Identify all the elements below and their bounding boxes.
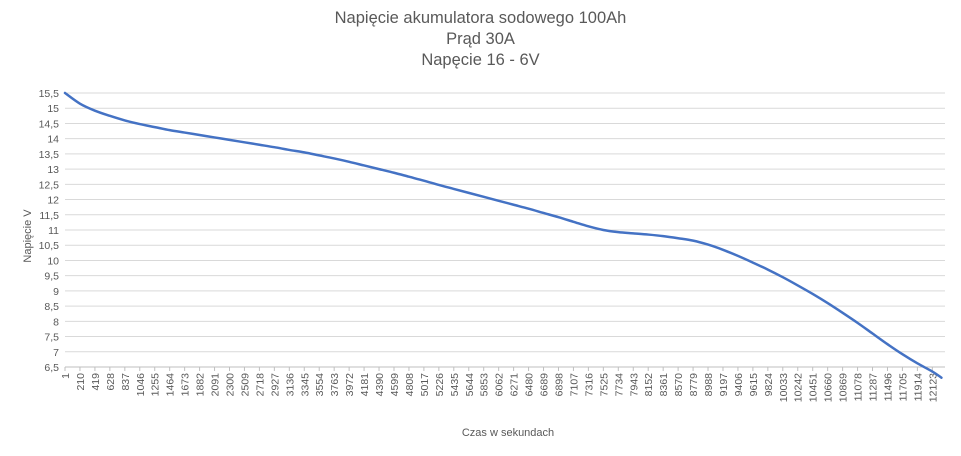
x-tick-label: 3136: [284, 373, 296, 397]
y-tick-label: 14,5: [39, 118, 60, 130]
x-tick-label: 6480: [524, 373, 536, 397]
chart-title-block: Napięcie akumulatora sodowego 100Ah Prąd…: [0, 8, 961, 71]
x-tick-label: 3345: [299, 373, 311, 397]
x-tick-label: 4181: [359, 373, 371, 397]
x-tick-label: 1464: [165, 373, 177, 397]
y-tick-label: 9,5: [44, 271, 59, 283]
x-tick-label: 210: [75, 373, 87, 391]
x-tick-label: 3972: [344, 373, 356, 397]
x-tick-label: 4599: [389, 373, 401, 397]
y-tick-label: 12: [47, 195, 59, 207]
x-tick-label: 11078: [853, 373, 865, 402]
y-tick-label: 13,5: [39, 149, 60, 161]
x-tick-label: 6689: [539, 373, 551, 397]
x-tick-label: 9197: [718, 373, 730, 397]
x-tick-label: 8988: [703, 373, 715, 397]
x-axis-title: Czas w sekundach: [462, 427, 554, 439]
x-tick-label: 7107: [568, 373, 580, 397]
y-tick-label: 6,5: [44, 362, 59, 374]
x-tick-label: 9615: [748, 373, 760, 397]
x-tick-label: 6898: [553, 373, 565, 397]
x-tick-label: 6062: [494, 373, 506, 397]
x-tick-label: 7943: [628, 373, 640, 397]
x-tick-label: 837: [120, 373, 132, 391]
y-tick-label: 15: [47, 103, 59, 115]
x-tick-label: 9406: [733, 373, 745, 397]
x-tick-label: 10451: [808, 373, 820, 402]
series-line: [63, 91, 943, 379]
x-tick-label: 7525: [598, 373, 610, 397]
x-tick-label: 5644: [464, 373, 476, 397]
x-tick-label: 5017: [419, 373, 431, 397]
x-tick-label: 4808: [404, 373, 416, 397]
x-tick-label: 10869: [838, 373, 850, 402]
x-tick-label: 5853: [479, 373, 491, 397]
x-tick-label: 2300: [224, 373, 236, 397]
x-tick-label: 4390: [374, 373, 386, 397]
chart-title: Napięcie akumulatora sodowego 100Ah: [334, 9, 627, 27]
y-tick-label: 8,5: [44, 301, 59, 313]
y-tick-label: 10: [47, 255, 59, 267]
x-tick-label: 7734: [613, 373, 625, 397]
x-tick-label: 10033: [778, 373, 790, 402]
y-tick-label: 9: [53, 286, 59, 298]
x-tick-label: 628: [105, 373, 117, 391]
x-tick-label: 1255: [150, 373, 162, 397]
x-tick-label: 8570: [673, 373, 685, 397]
x-tick-label: 1673: [180, 373, 192, 397]
x-tick-label: 2091: [210, 373, 222, 397]
x-tick-label: 11496: [882, 373, 894, 402]
y-tick-label: 11,5: [39, 210, 59, 222]
x-tick-label: 11914: [912, 373, 924, 402]
x-tick-label: 419: [90, 373, 102, 391]
x-tick-label: 11287: [868, 373, 880, 402]
y-tick-label: 12,5: [39, 179, 60, 191]
x-tick-label: 2718: [254, 373, 266, 397]
x-tick-label: 7316: [583, 373, 595, 397]
x-tick-label: 3763: [329, 373, 341, 397]
x-tick-label: 6271: [509, 373, 521, 397]
chart-subtitle-voltage: Napęcie 16 - 6V: [421, 51, 540, 69]
y-tick-label: 8: [53, 316, 59, 328]
y-tick-label: 7,5: [44, 332, 59, 344]
x-tick-label: 12123: [927, 373, 939, 402]
y-tick-label: 15,5: [39, 88, 60, 100]
x-tick-label: 8361: [658, 373, 670, 397]
y-tick-label: 11: [48, 225, 59, 237]
x-tick-label: 2509: [239, 373, 251, 397]
x-tick-label: 9824: [763, 373, 775, 397]
y-tick-label: 10,5: [39, 240, 60, 252]
x-tick-label: 1046: [135, 373, 147, 397]
x-tick-label: 1: [60, 373, 72, 379]
y-tick-label: 14: [47, 134, 59, 146]
x-tick-label: 5435: [449, 373, 461, 397]
x-tick-label: 8779: [688, 373, 700, 397]
x-tick-label: 1882: [195, 373, 207, 397]
x-tick-label: 2927: [269, 373, 281, 397]
x-tick-label: 10242: [793, 373, 805, 402]
x-tick-label: 5226: [434, 373, 446, 397]
x-tick-label: 8152: [643, 373, 655, 397]
x-tick-label: 10660: [823, 373, 835, 402]
y-tick-label: 7: [53, 347, 59, 359]
y-tick-label: 13: [47, 164, 59, 176]
chart-subtitle-current: Prąd 30A: [446, 30, 515, 48]
x-tick-label: 3554: [314, 373, 326, 397]
y-axis-title: Napięcie V: [22, 209, 34, 263]
x-tick-label: 11705: [897, 373, 909, 402]
